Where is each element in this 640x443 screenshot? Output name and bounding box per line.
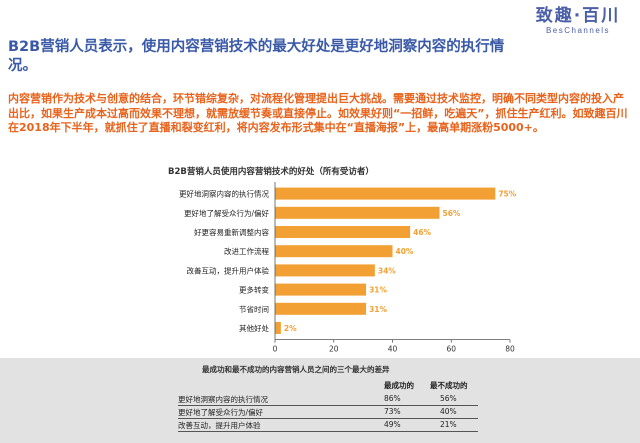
comparison-row-label: 更好地了解受众行为/偏好 <box>178 408 264 417</box>
benefits-chart: B2B营销人员使用内容营销技术的好处（所有受访者） 更好地洞察内容的执行情况 75%… <box>0 160 640 360</box>
x-tick-label: 40 <box>388 345 398 354</box>
comparison-row-success: 49% <box>384 420 401 429</box>
category-label: 更好地了解受众行为/偏好 <box>184 208 270 218</box>
bar <box>275 322 281 334</box>
category-label: 更多转变 <box>239 285 269 295</box>
brand-logo: 致趣·百川 BesChannels <box>524 6 632 36</box>
bar <box>275 206 440 219</box>
comparison-row: 更好地洞察内容的执行情况 86% 56% <box>178 394 478 406</box>
bar <box>275 283 367 296</box>
bar <box>275 302 367 315</box>
category-label: 节省时间 <box>239 304 269 314</box>
logo-main-text: 致趣·百川 <box>535 6 621 26</box>
category-label: 更好地洞察内容的执行情况 <box>179 189 269 199</box>
data-label: 31% <box>369 305 387 314</box>
comparison-row: 更好地了解受众行为/偏好 73% 40% <box>178 407 478 419</box>
bar <box>275 187 496 200</box>
chart-title: B2B营销人员使用内容营销技术的好处（所有受访者） <box>168 166 374 177</box>
category-label: 好更容易重新调整内容 <box>194 227 269 237</box>
bar <box>275 245 393 258</box>
x-tick-label: 20 <box>329 345 339 354</box>
data-label: 31% <box>369 286 387 295</box>
logo-sub-text: BesChannels <box>545 26 611 35</box>
data-label: 40% <box>396 247 414 256</box>
comparison-row-fail: 21% <box>440 420 457 429</box>
intro-paragraph: 内容营销作为技术与创意的结合，环节错综复杂，对流程化管理提出巨大挑战。需要通过技… <box>8 92 628 135</box>
data-label: 46% <box>413 228 431 237</box>
data-label: 2% <box>284 324 297 333</box>
comparison-row-fail: 56% <box>440 394 457 403</box>
comparison-title: 最成功和最不成功的内容营销人员之间的三个最大的差异 <box>202 365 390 374</box>
benefits-bar-chart: B2B营销人员使用内容营销技术的好处（所有受访者） 更好地洞察内容的执行情况 75%… <box>168 166 517 354</box>
comparison-row-label: 改善互动，提升用户体验 <box>178 421 261 430</box>
bar <box>275 226 411 238</box>
x-tick-label: 60 <box>446 345 456 354</box>
category-label: 改进工作流程 <box>224 246 269 256</box>
x-tick-label: 0 <box>273 345 278 354</box>
data-label: 75% <box>498 190 516 199</box>
comparison-row-fail: 40% <box>440 407 457 416</box>
header-least-successful: 最不成功的 <box>430 381 468 390</box>
comparison-row-success: 73% <box>384 407 401 416</box>
header-most-successful: 最成功的 <box>384 381 414 390</box>
page-headline: B2B营销人员表示，使用内容营销技术的最大好处是更好地洞察内容的执行情况。 <box>8 39 505 74</box>
x-tick-label: 80 <box>505 345 515 354</box>
data-label: 34% <box>378 266 396 275</box>
bar <box>275 264 375 277</box>
data-label: 56% <box>443 209 461 218</box>
comparison-row-label: 更好地洞察内容的执行情况 <box>178 395 268 404</box>
comparison-row-success: 86% <box>384 394 401 403</box>
category-label: 其他好处 <box>239 323 269 333</box>
comparison-row: 改善互动，提升用户体验 49% 21% <box>178 420 478 432</box>
comparison-panel: 最成功和最不成功的内容营销人员之间的三个最大的差异 最成功的 最不成功的 更好地… <box>0 358 640 443</box>
category-label: 改善互动，提升用户体验 <box>187 265 270 275</box>
